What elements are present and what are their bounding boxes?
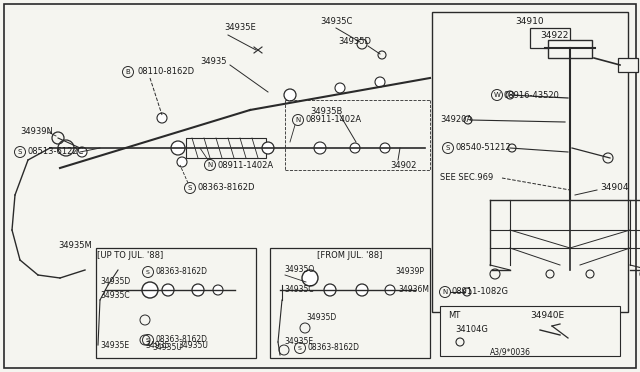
Text: 08911-1082G: 08911-1082G — [452, 288, 509, 296]
Circle shape — [380, 143, 390, 153]
Circle shape — [177, 157, 187, 167]
Circle shape — [375, 77, 385, 87]
Bar — [186, 138, 266, 158]
Text: 08911-1402A: 08911-1402A — [218, 160, 274, 170]
Circle shape — [77, 147, 87, 157]
Bar — [548, 40, 592, 58]
Text: 08363-8162D: 08363-8162D — [156, 336, 208, 344]
Circle shape — [302, 270, 318, 286]
Text: S: S — [146, 337, 150, 343]
Circle shape — [192, 284, 204, 296]
Text: 34935E: 34935E — [100, 340, 129, 350]
Text: N: N — [207, 162, 212, 168]
Text: 34935D: 34935D — [338, 38, 371, 46]
Text: 34104G: 34104G — [455, 326, 488, 334]
Text: 34935: 34935 — [145, 340, 170, 350]
Text: S: S — [298, 346, 302, 350]
Circle shape — [142, 282, 158, 298]
Circle shape — [324, 284, 336, 296]
Text: 34935E: 34935E — [284, 337, 313, 346]
Text: 34902: 34902 — [390, 160, 417, 170]
Circle shape — [356, 284, 368, 296]
Text: SEE SEC.969: SEE SEC.969 — [440, 173, 493, 183]
Circle shape — [284, 89, 296, 101]
Text: 34935M: 34935M — [58, 241, 92, 250]
Bar — [530, 28, 570, 48]
Text: [UP TO JUL. '88]: [UP TO JUL. '88] — [97, 250, 163, 260]
Text: 34936M: 34936M — [398, 285, 429, 295]
Text: 34920A: 34920A — [440, 115, 472, 125]
Text: MT: MT — [448, 311, 460, 321]
Circle shape — [157, 113, 167, 123]
Text: 34922: 34922 — [540, 31, 568, 39]
Text: 08916-43520: 08916-43520 — [503, 90, 559, 99]
Circle shape — [314, 142, 326, 154]
Text: S: S — [446, 145, 450, 151]
Text: 34940E: 34940E — [530, 311, 564, 321]
Text: 34939N: 34939N — [20, 128, 53, 137]
Bar — [270, 248, 430, 358]
Circle shape — [171, 141, 185, 155]
Bar — [432, 12, 628, 312]
Text: 34935C: 34935C — [100, 291, 130, 299]
Text: B: B — [125, 69, 131, 75]
Bar — [96, 248, 256, 358]
Text: 34935U: 34935U — [152, 343, 182, 353]
Text: 08540-51212: 08540-51212 — [456, 144, 511, 153]
Text: A3/9*0036: A3/9*0036 — [490, 347, 531, 356]
Text: 34910: 34910 — [516, 17, 544, 26]
Circle shape — [350, 143, 360, 153]
Text: [FROM JUL. '88]: [FROM JUL. '88] — [317, 250, 383, 260]
Text: 34935: 34935 — [200, 58, 227, 67]
Circle shape — [213, 285, 223, 295]
Circle shape — [335, 83, 345, 93]
Text: 34939P: 34939P — [395, 267, 424, 276]
Text: 34935D: 34935D — [306, 314, 336, 323]
Text: 08911-1402A: 08911-1402A — [306, 115, 362, 125]
Text: 34935E: 34935E — [224, 23, 256, 32]
Text: 34935C: 34935C — [320, 17, 353, 26]
Text: 08513-6122C: 08513-6122C — [28, 148, 84, 157]
Circle shape — [385, 285, 395, 295]
Bar — [440, 306, 620, 356]
Text: S: S — [146, 269, 150, 275]
Text: 08363-8162D: 08363-8162D — [308, 343, 360, 353]
Text: 34904: 34904 — [600, 183, 628, 192]
Text: N: N — [296, 117, 301, 123]
Text: W: W — [493, 92, 500, 98]
Text: N: N — [442, 289, 447, 295]
Text: 34935D: 34935D — [100, 278, 131, 286]
Circle shape — [162, 284, 174, 296]
Text: S: S — [18, 149, 22, 155]
Text: 08363-8162D: 08363-8162D — [198, 183, 255, 192]
Text: 34935O: 34935O — [284, 266, 314, 275]
Text: 34935U: 34935U — [178, 340, 208, 350]
Circle shape — [262, 142, 274, 154]
Text: 34935C: 34935C — [284, 285, 314, 295]
Text: 08363-8162D: 08363-8162D — [156, 267, 208, 276]
Text: 08110-8162D: 08110-8162D — [137, 67, 194, 77]
Bar — [618, 58, 638, 72]
Text: 34935B: 34935B — [310, 108, 342, 116]
Text: S: S — [188, 185, 192, 191]
